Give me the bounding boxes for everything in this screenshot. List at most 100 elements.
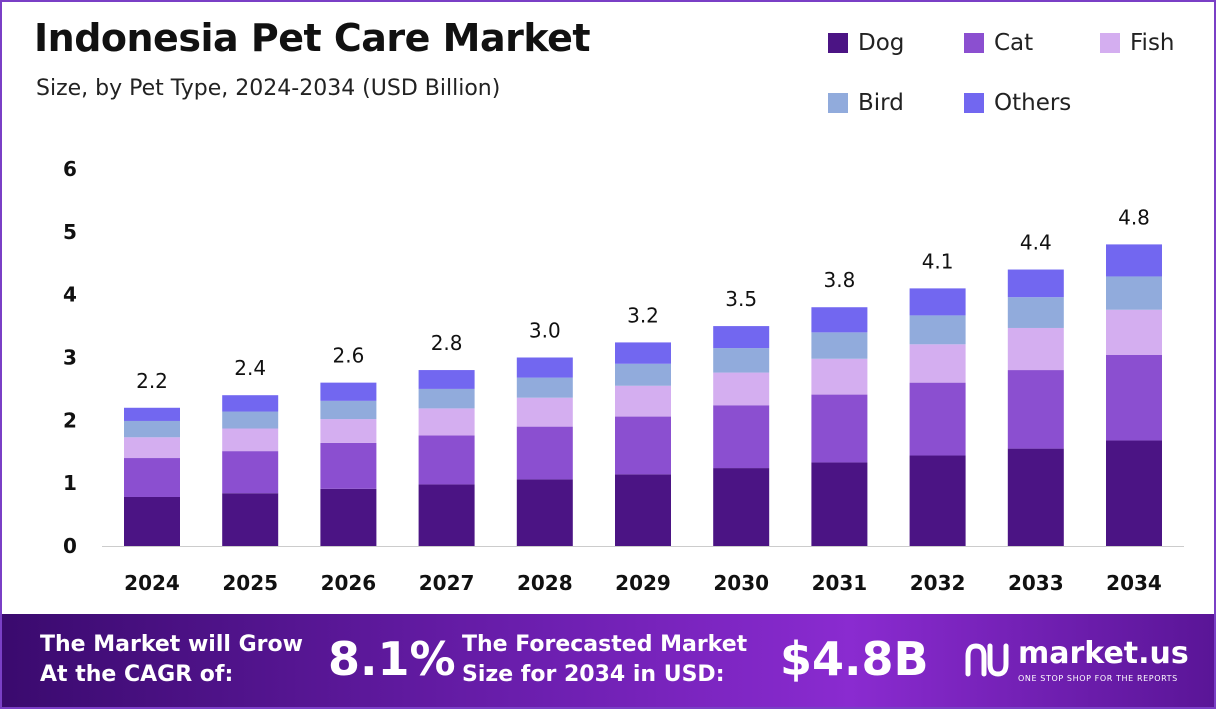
y-tick-label: 1 [63, 471, 77, 495]
x-tick-label: 2029 [615, 571, 671, 595]
legend-item-bird: Bird [828, 90, 904, 116]
bar-segment-fish [320, 419, 377, 443]
legend: Dog Cat Fish Bird Others [828, 26, 1208, 126]
x-tick-label: 2024 [124, 571, 180, 595]
bar-total-label: 4.4 [1020, 231, 1052, 255]
bar-segment-others [713, 326, 770, 349]
bar-segment-bird [516, 377, 573, 398]
bar-segment-bird [418, 388, 475, 409]
bar-segment-cat [516, 426, 573, 480]
x-tick-label: 2026 [321, 571, 377, 595]
legend-label-cat: Cat [994, 30, 1034, 56]
chart-subtitle: Size, by Pet Type, 2024-2034 (USD Billio… [36, 76, 501, 101]
bar-segment-bird [1007, 297, 1064, 328]
bar-segment-bird [124, 420, 180, 438]
bar-segment-fish [811, 358, 868, 395]
summary-banner: The Market will Grow At the CAGR of: 8.1… [2, 614, 1214, 707]
bar-segment-cat [418, 435, 475, 485]
bar-segment-others [418, 370, 475, 389]
bar-segment-dog [615, 474, 671, 546]
bar-total-label: 3.0 [529, 319, 561, 343]
legend-label-bird: Bird [858, 90, 904, 116]
cagr-label-line1: The Market will Grow [40, 632, 303, 657]
legend-item-others: Others [964, 90, 1071, 116]
bar-segment-others [615, 342, 671, 364]
bar-segment-others [909, 288, 966, 316]
forecast-label-line2: Size for 2034 in USD: [462, 662, 725, 687]
bar-segment-others [222, 395, 279, 412]
bar-segment-fish [418, 408, 475, 436]
legend-label-others: Others [994, 90, 1072, 116]
bar-total-label: 4.8 [1118, 205, 1150, 229]
x-tick-label: 2030 [713, 571, 769, 595]
legend-swatch-bird [828, 93, 848, 113]
legend-swatch-cat [964, 33, 984, 53]
bar-segment-bird [615, 363, 671, 386]
legend-label-fish: Fish [1130, 30, 1175, 56]
y-tick-label: 5 [63, 220, 77, 244]
bar-segment-cat [124, 458, 180, 497]
bar-segment-fish [615, 385, 671, 417]
bar-segment-dog [811, 462, 868, 546]
bar-segment-dog [320, 488, 377, 546]
bar-segment-bird [713, 348, 770, 373]
bar-segment-dog [909, 455, 966, 546]
bar-segment-dog [1007, 448, 1064, 546]
y-tick-label: 0 [63, 534, 77, 558]
y-tick-label: 2 [63, 408, 77, 432]
bar-segment-others [320, 382, 377, 401]
x-tick-label: 2028 [517, 571, 573, 595]
bar-segment-dog [713, 468, 770, 546]
bar-segment-others [1106, 244, 1162, 277]
bar-segment-cat [909, 382, 966, 456]
bar-segment-others [811, 307, 868, 333]
stacked-bar-chart: 0 1 2 3 4 5 6 2.2 2024 2.4 2025 2.6 2026 2.8 2027 3.0 20… [63, 157, 1184, 595]
forecast-label: The Forecasted Market Size for 2034 in U… [462, 630, 747, 690]
bar-segment-bird [909, 315, 966, 345]
legend-label-dog: Dog [858, 30, 905, 56]
bar-segment-cat [1106, 354, 1162, 441]
bar-segment-dog [418, 484, 475, 546]
bar-segment-bird [320, 400, 377, 420]
bar-total-label: 3.2 [627, 303, 659, 327]
bar-segment-cat [811, 394, 868, 463]
bar-segment-bird [1106, 276, 1162, 310]
legend-item-cat: Cat [964, 30, 1033, 56]
bar-segment-dog [222, 493, 279, 546]
bar-segment-bird [811, 332, 868, 359]
bar-total-label: 3.5 [725, 287, 757, 311]
bar-total-label: 2.4 [234, 356, 266, 380]
legend-swatch-dog [828, 33, 848, 53]
bar-total-label: 3.8 [823, 268, 855, 292]
brand-logo-icon [965, 643, 1009, 677]
bar-segment-others [1007, 269, 1064, 298]
y-tick-label: 3 [63, 346, 77, 370]
bar-segment-cat [713, 405, 770, 469]
y-tick-label: 6 [63, 157, 77, 181]
x-tick-label: 2031 [812, 571, 868, 595]
cagr-value: 8.1% [328, 632, 456, 686]
forecast-label-line1: The Forecasted Market [462, 632, 748, 657]
bar-segment-fish [1007, 327, 1064, 371]
bar-segment-dog [1106, 440, 1162, 546]
bar-segment-dog [124, 496, 180, 546]
legend-item-dog: Dog [828, 30, 904, 56]
x-tick-label: 2033 [1008, 571, 1064, 595]
legend-swatch-others [964, 93, 984, 113]
chart-title: Indonesia Pet Care Market [34, 16, 591, 60]
legend-item-fish: Fish [1100, 30, 1175, 56]
bar-segment-fish [713, 372, 770, 406]
bar-segment-cat [615, 416, 671, 475]
y-tick-label: 4 [63, 283, 77, 307]
bar-total-label: 4.1 [922, 249, 954, 273]
bar-segment-cat [320, 442, 377, 489]
bar-segment-cat [1007, 370, 1064, 449]
legend-swatch-fish [1100, 33, 1120, 53]
bar-segment-cat [222, 451, 279, 494]
brand-name: market.us [1018, 636, 1189, 671]
bar-segment-fish [1106, 309, 1162, 355]
x-tick-label: 2034 [1106, 571, 1162, 595]
cagr-label: The Market will Grow At the CAGR of: [40, 630, 303, 690]
bar-segment-fish [909, 344, 966, 383]
